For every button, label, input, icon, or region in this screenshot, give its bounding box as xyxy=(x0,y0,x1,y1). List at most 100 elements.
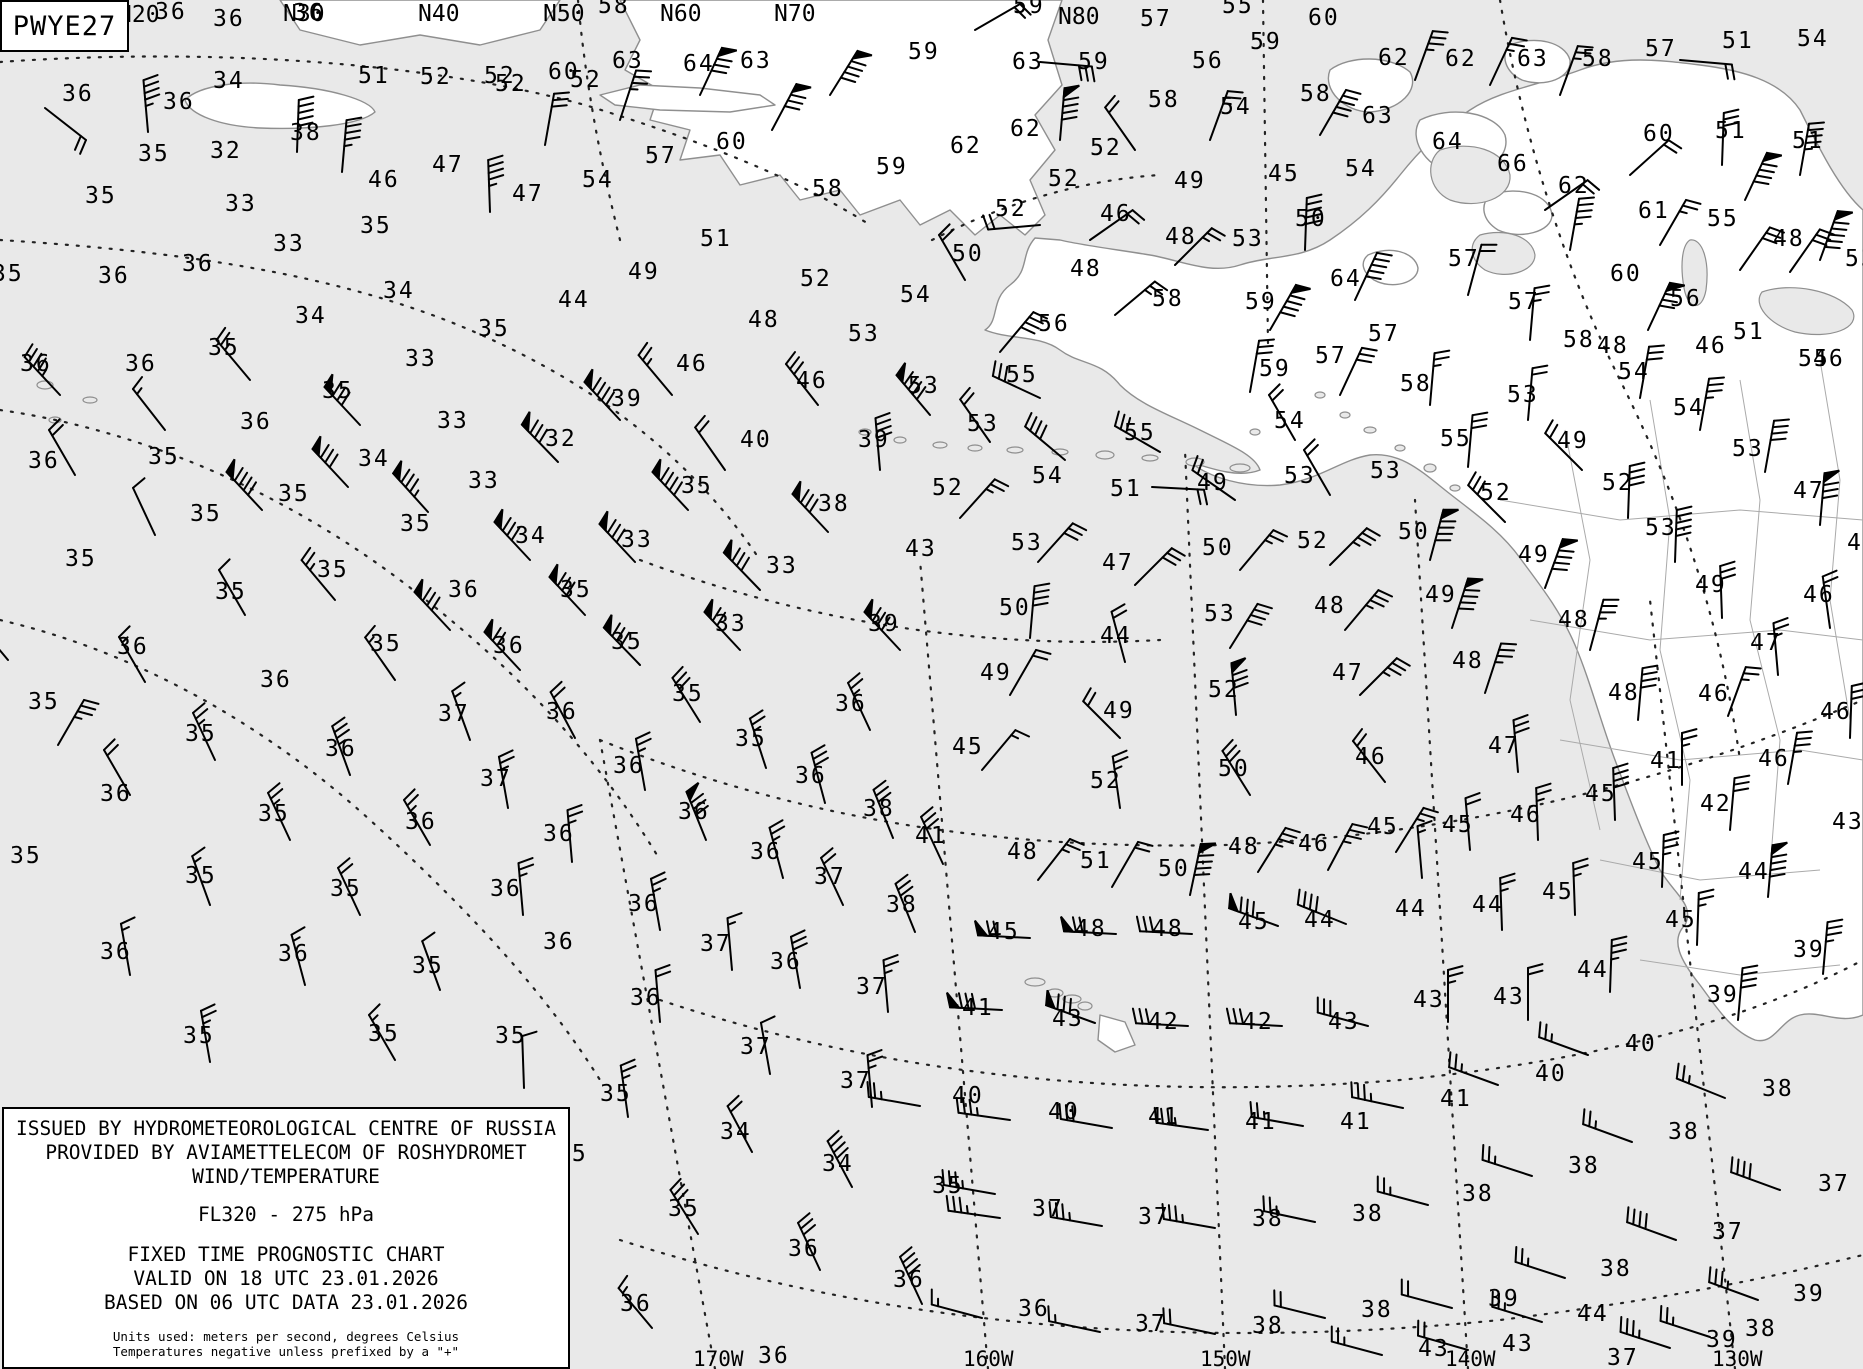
barb-staff xyxy=(1481,1158,1533,1177)
barb-feather xyxy=(106,743,119,757)
barb-feather xyxy=(768,819,784,829)
temperature-label: 46 xyxy=(1298,831,1330,857)
barb-staff xyxy=(44,107,87,142)
wind-barb xyxy=(1131,1007,1189,1027)
temperature-label: 38 xyxy=(1668,1119,1700,1145)
barb-feather xyxy=(1748,1162,1752,1180)
temperature-label: 46 xyxy=(1510,802,1542,828)
barb-feather xyxy=(1063,532,1079,541)
barb-feather xyxy=(1231,669,1248,677)
wind-barb xyxy=(1448,1051,1499,1086)
temperature-label: 53 xyxy=(1011,530,1043,556)
barb-feather xyxy=(1071,1105,1075,1123)
barb-feather xyxy=(421,587,432,602)
barb-feather xyxy=(692,798,707,810)
barb-feather xyxy=(1246,619,1263,626)
barb-feather xyxy=(1532,291,1550,296)
state-border-line xyxy=(1559,739,1863,761)
wind-barb xyxy=(451,681,471,741)
barb-feather xyxy=(1708,376,1725,380)
temperature-label: 37 xyxy=(856,974,888,1000)
barb-staff xyxy=(1163,1322,1216,1335)
temperature-label: 48 xyxy=(1165,224,1197,250)
barb-pennant xyxy=(548,563,559,586)
barb-feather xyxy=(954,1171,958,1189)
barb-feather xyxy=(1360,346,1378,352)
temperature-label: 37 xyxy=(1032,1196,1064,1222)
barb-feather xyxy=(1535,789,1552,796)
temperature-label: 52 xyxy=(1602,470,1634,496)
barb-feather xyxy=(874,785,889,797)
temperature-label: 40 xyxy=(740,427,772,453)
temperature-label: 38 xyxy=(1352,1201,1384,1227)
barb-feather xyxy=(792,942,808,951)
wind-barb xyxy=(797,1212,821,1271)
temperature-label: 53 xyxy=(1232,226,1264,252)
barb-feather xyxy=(867,1055,884,1063)
wind-barb xyxy=(131,376,166,431)
barb-feather xyxy=(1531,364,1549,370)
graticule-dotted-line xyxy=(658,958,1863,1089)
temperature-label: 63 xyxy=(1517,46,1549,72)
temperature-label: 48 xyxy=(1608,680,1640,706)
barb-feather xyxy=(1019,3,1032,16)
barb-pennant xyxy=(895,362,907,385)
barb-half-feather xyxy=(1113,765,1123,771)
barb-feather xyxy=(1054,1202,1059,1220)
barb-feather xyxy=(600,386,611,402)
barb-staff xyxy=(1629,139,1670,176)
barb-feather xyxy=(403,788,416,801)
barb-feather xyxy=(641,346,653,362)
barb-feather xyxy=(218,558,231,571)
barb-staff xyxy=(1327,823,1354,871)
coastline-arctic-island-3 xyxy=(1504,39,1571,84)
temperature-label: 46 xyxy=(1758,746,1790,772)
barb-staff xyxy=(1696,892,1700,946)
hawaii-islet xyxy=(1077,1001,1093,1011)
barb-staff xyxy=(1637,667,1644,721)
barb-staff xyxy=(1699,377,1711,431)
barb-feather xyxy=(1681,1065,1686,1082)
barb-feather xyxy=(1112,609,1128,620)
barb-feather xyxy=(337,857,351,869)
barb-feather xyxy=(866,1049,883,1057)
legend-fixed-time: FIXED TIME PROGNOSTIC CHART xyxy=(127,1243,445,1266)
barb-staff xyxy=(215,339,251,381)
latitude-label: N80 xyxy=(1058,4,1100,30)
barb-staff xyxy=(290,933,306,986)
wind-barb xyxy=(1262,1195,1316,1223)
wind-barb xyxy=(290,926,306,986)
barb-feather xyxy=(715,57,733,63)
barb-staff xyxy=(1739,226,1771,271)
wind-barb xyxy=(1319,88,1362,136)
barb-staff xyxy=(649,877,661,931)
barb-feather xyxy=(1626,1206,1630,1224)
temperature-label: 35 xyxy=(185,721,217,747)
barb-feather xyxy=(1768,226,1785,234)
barb-feather xyxy=(242,476,253,492)
archipelago-islet xyxy=(1423,463,1437,473)
wind-barb xyxy=(1499,872,1516,931)
barb-feather xyxy=(726,912,743,920)
barb-staff xyxy=(797,1221,821,1271)
wind-barb xyxy=(973,919,1031,939)
barb-half-feather xyxy=(41,368,48,377)
barb-staff xyxy=(1484,642,1503,694)
wind-barb xyxy=(521,1030,538,1089)
temperature-label: 36 xyxy=(835,691,867,717)
barb-feather xyxy=(1056,993,1060,1011)
barb-feather xyxy=(1137,840,1154,847)
barb-feather xyxy=(1832,221,1850,225)
barb-feather xyxy=(1119,413,1126,431)
barb-feather xyxy=(799,489,810,504)
barb-feather xyxy=(1032,589,1050,594)
barb-feather xyxy=(1740,977,1758,983)
wind-barb xyxy=(1174,227,1226,266)
barb-staff xyxy=(1329,527,1368,566)
barb-feather xyxy=(894,873,909,885)
temperature-label: 45 xyxy=(1585,781,1617,807)
temperature-label: 35 xyxy=(330,876,362,902)
wind-barb xyxy=(1229,602,1273,649)
barb-feather xyxy=(1210,227,1226,237)
barb-feather xyxy=(1662,143,1678,154)
